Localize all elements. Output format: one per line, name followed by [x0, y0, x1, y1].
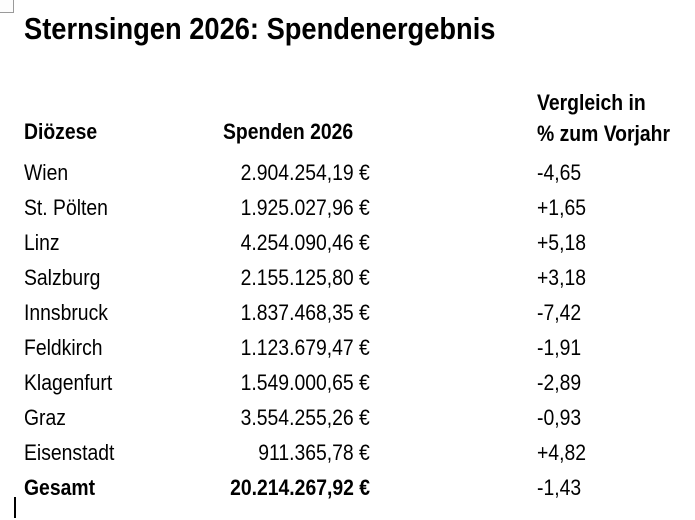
- change-cell-text: -7,42: [537, 300, 582, 325]
- amount-cell[interactable]: 4.254.090,46 €: [209, 225, 370, 260]
- change-cell-text: -1,43: [537, 475, 582, 500]
- diocese-cell[interactable]: Gesamt: [24, 470, 204, 505]
- table-anchor-handle[interactable]: [0, 0, 14, 13]
- change-cell[interactable]: +3,18: [537, 260, 687, 295]
- diocese-cell[interactable]: Eisenstadt: [24, 435, 204, 470]
- amount-cell-text: 1.925.027,96 €: [240, 195, 370, 220]
- change-cell-text: +3,18: [537, 265, 586, 290]
- column-header-change-line1: Vergleich in: [537, 90, 646, 115]
- change-cell[interactable]: +5,18: [537, 225, 687, 260]
- column-header-amount[interactable]: Spenden 2026: [223, 119, 354, 144]
- change-cell[interactable]: -1,43: [537, 470, 687, 505]
- change-cell-text: +4,82: [537, 440, 586, 465]
- amount-cell[interactable]: 1.837.468,35 €: [209, 295, 370, 330]
- amount-cell-text: 20.214.267,92 €: [230, 475, 370, 500]
- amount-cell[interactable]: 1.549.000,65 €: [209, 365, 370, 400]
- change-cell[interactable]: +1,65: [537, 190, 687, 225]
- amount-cell-text: 4.254.090,46 €: [240, 230, 370, 255]
- amount-cell-text: 1.549.000,65 €: [240, 370, 370, 395]
- table-body: Wien 2.904.254,19 € -4,65 St. Pölten 1.925.0…: [24, 155, 695, 505]
- table-row: Klagenfurt 1.549.000,65 € -2,89: [24, 365, 695, 400]
- table-row: Wien 2.904.254,19 € -4,65: [24, 155, 695, 190]
- change-cell[interactable]: -1,91: [537, 330, 687, 365]
- diocese-cell-text: St. Pölten: [24, 195, 108, 220]
- text-caret: [14, 497, 16, 518]
- amount-cell[interactable]: 1.925.027,96 €: [209, 190, 370, 225]
- diocese-cell[interactable]: Klagenfurt: [24, 365, 204, 400]
- amount-cell-text: 1.837.468,35 €: [240, 300, 370, 325]
- amount-cell[interactable]: 911.365,78 €: [209, 435, 370, 470]
- diocese-cell-text: Klagenfurt: [24, 370, 113, 395]
- table-row: Gesamt 20.214.267,92 € -1,43: [24, 470, 695, 505]
- diocese-cell-text: Feldkirch: [24, 335, 103, 360]
- table-row: St. Pölten 1.925.027,96 € +1,65: [24, 190, 695, 225]
- diocese-cell[interactable]: Wien: [24, 155, 204, 190]
- diocese-cell[interactable]: Salzburg: [24, 260, 204, 295]
- amount-cell[interactable]: 1.123.679,47 €: [209, 330, 370, 365]
- column-header-change-line2: % zum Vorjahr: [537, 121, 671, 146]
- change-cell-text: +1,65: [537, 195, 586, 220]
- diocese-cell-text: Innsbruck: [24, 300, 108, 325]
- column-header-change[interactable]: Vergleich in % zum Vorjahr: [537, 87, 688, 149]
- amount-cell-text: 2.155.125,80 €: [240, 265, 370, 290]
- diocese-cell-text: Graz: [24, 405, 66, 430]
- table-row: Salzburg 2.155.125,80 € +3,18: [24, 260, 695, 295]
- change-cell[interactable]: -0,93: [537, 400, 687, 435]
- diocese-cell-text: Gesamt: [24, 475, 96, 500]
- amount-cell[interactable]: 3.554.255,26 €: [209, 400, 370, 435]
- change-cell[interactable]: +4,82: [537, 435, 687, 470]
- table-row: Linz 4.254.090,46 € +5,18: [24, 225, 695, 260]
- diocese-cell-text: Eisenstadt: [24, 440, 115, 465]
- amount-cell-text: 3.554.255,26 €: [240, 405, 370, 430]
- amount-cell[interactable]: 2.155.125,80 €: [209, 260, 370, 295]
- diocese-cell-text: Wien: [24, 160, 69, 185]
- table-row: Feldkirch 1.123.679,47 € -1,91: [24, 330, 695, 365]
- diocese-cell[interactable]: Linz: [24, 225, 204, 260]
- change-cell[interactable]: -2,89: [537, 365, 687, 400]
- change-cell[interactable]: -7,42: [537, 295, 687, 330]
- diocese-cell-text: Salzburg: [24, 265, 101, 290]
- amount-cell[interactable]: 2.904.254,19 €: [209, 155, 370, 190]
- page-title-text: Sternsingen 2026: Spendenergebnis: [24, 11, 496, 46]
- amount-cell-text: 2.904.254,19 €: [240, 160, 370, 185]
- diocese-cell-text: Linz: [24, 230, 60, 255]
- anchor-down-arrow-head-icon: [0, 0, 3, 1]
- diocese-cell[interactable]: Graz: [24, 400, 204, 435]
- diocese-cell[interactable]: Feldkirch: [24, 330, 204, 365]
- change-cell-text: -1,91: [537, 335, 582, 360]
- table-row: Graz 3.554.255,26 € -0,93: [24, 400, 695, 435]
- column-header-diocese[interactable]: Diözese: [24, 119, 98, 144]
- amount-cell[interactable]: 20.214.267,92 €: [209, 470, 370, 505]
- table-row: Eisenstadt 911.365,78 € +4,82: [24, 435, 695, 470]
- table-row: Innsbruck 1.837.468,35 € -7,42: [24, 295, 695, 330]
- change-cell-text: -0,93: [537, 405, 582, 430]
- change-cell[interactable]: -4,65: [537, 155, 687, 190]
- diocese-cell[interactable]: Innsbruck: [24, 295, 204, 330]
- amount-cell-text: 1.123.679,47 €: [240, 335, 370, 360]
- change-cell-text: +5,18: [537, 230, 586, 255]
- amount-cell-text: 911.365,78 €: [258, 440, 370, 465]
- change-cell-text: -2,89: [537, 370, 582, 395]
- page-title[interactable]: Sternsingen 2026: Spendenergebnis: [24, 12, 560, 46]
- diocese-cell[interactable]: St. Pölten: [24, 190, 204, 225]
- change-cell-text: -4,65: [537, 160, 582, 185]
